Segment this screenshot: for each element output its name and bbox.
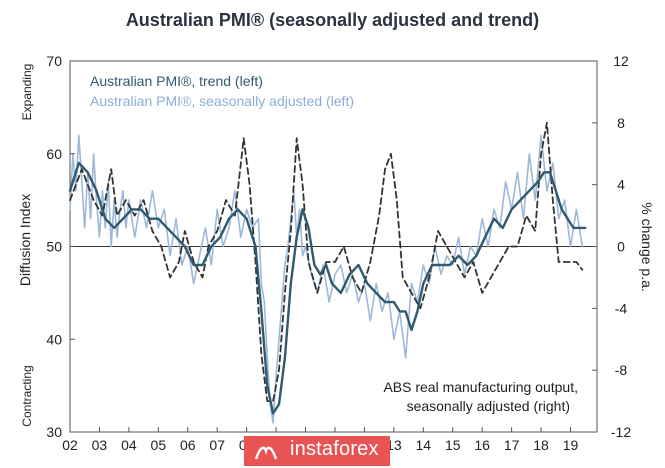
x-tick-label: 15 [445, 437, 461, 453]
y-left-tick-label: 40 [46, 331, 62, 347]
x-tick-label: 04 [121, 437, 137, 453]
legend-trend: Australian PMI®, trend (left) [90, 73, 263, 89]
series-line-trend [68, 161, 587, 415]
series-line-abs-output [69, 121, 584, 403]
y-right-tick-label: 0 [617, 239, 625, 255]
y-right-tick-label: -8 [615, 362, 628, 378]
series-line-seasonally-adjusted [69, 134, 584, 424]
y-right-tick-label: 8 [617, 115, 625, 131]
x-tick-label: 16 [474, 437, 490, 453]
y-right-tick-label: -12 [611, 424, 631, 440]
x-tick-label: 06 [180, 437, 196, 453]
legend-seasonally-adjusted: Australian PMI®, seasonally adjusted (le… [90, 93, 354, 109]
x-tick-label: 18 [533, 437, 549, 453]
y-left-tick-label: 60 [46, 146, 62, 162]
x-tick-label: 17 [504, 437, 520, 453]
x-tick-label: 19 [563, 437, 579, 453]
contracting-label: Contracting [20, 365, 34, 426]
watermark-text: instaforex [290, 438, 379, 460]
x-tick-label: 13 [386, 437, 402, 453]
watermark-banner [244, 436, 390, 466]
abs-annotation-line-2: seasonally adjusted (right) [407, 398, 570, 414]
x-tick-label: 05 [151, 437, 167, 453]
y-right-tick-label: -4 [615, 300, 628, 316]
expanding-label: Expanding [20, 64, 34, 121]
x-tick-label: 02 [62, 437, 78, 453]
x-tick-label: 03 [92, 437, 108, 453]
y-right-tick-label: 4 [617, 177, 625, 193]
y-right-tick-label: 12 [613, 53, 629, 69]
y-axis-right-title: % change p.a. [639, 202, 655, 292]
abs-annotation-line-1: ABS real manufacturing output, [383, 379, 578, 395]
y-left-tick-label: 30 [46, 424, 62, 440]
x-tick-label: 07 [209, 437, 225, 453]
y-left-tick-label: 70 [46, 53, 62, 69]
instaforex-logo-icon [254, 446, 278, 460]
chart-title: Australian PMI® (seasonally adjusted and… [125, 10, 540, 30]
legend: Australian PMI®, trend (left) Australian… [90, 73, 354, 109]
y-left-tick-label: 50 [46, 239, 62, 255]
series-layer [68, 121, 587, 424]
x-tick-label: 14 [416, 437, 432, 453]
y-axis-left-title: Diffusion Index [17, 194, 33, 286]
